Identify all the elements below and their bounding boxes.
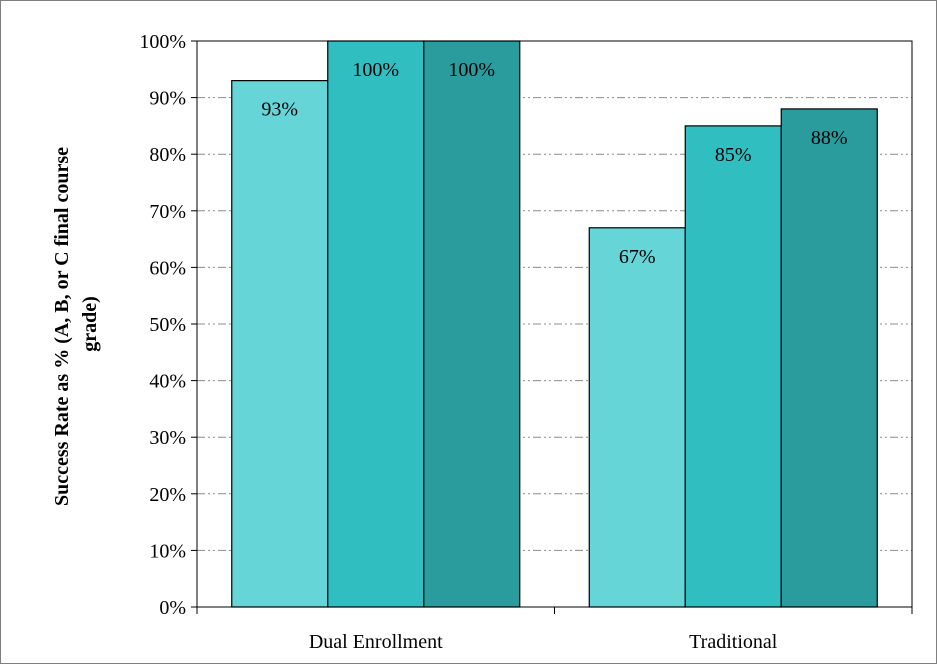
data-label-1-1: 85% (715, 144, 752, 166)
bar-1-2 (780, 108, 878, 608)
y-tick-label-9: 90% (149, 88, 186, 110)
bar-0-0 (231, 80, 329, 608)
y-tick-label-2: 20% (149, 484, 186, 506)
y-axis-title-line-2: grade) (79, 296, 101, 352)
y-tick-label-0: 0% (159, 597, 186, 619)
data-label-0-1: 100% (352, 59, 399, 81)
y-tick-label-1: 10% (149, 540, 186, 562)
bar-1-0 (588, 227, 686, 608)
data-label-1-0: 67% (619, 246, 656, 268)
bar-1-1 (684, 125, 782, 608)
bar-0-2 (423, 40, 521, 608)
y-tick-label-4: 40% (149, 371, 186, 393)
data-label-0-0: 93% (261, 99, 298, 121)
y-tick-label-6: 60% (149, 257, 186, 279)
data-labels: 93% 100% 100% 67% 85% 88% (261, 59, 847, 268)
data-label-0-2: 100% (448, 59, 495, 81)
y-tick-label-10: 100% (139, 31, 186, 53)
y-tick-label-3: 30% (149, 427, 186, 449)
data-label-1-2: 88% (811, 127, 848, 149)
y-tick-label-7: 70% (149, 201, 186, 223)
y-axis-title-line-1: Success Rate as % (A, B, or C final cour… (51, 147, 73, 506)
axes: Dual Enrollment Traditional 0% 10% 20% 30% 40%… (139, 31, 913, 653)
category-label-1: Traditional (689, 631, 778, 653)
y-axis-title: Success Rate as % (A, B, or C final cour… (51, 142, 101, 506)
y-tick-label-5: 50% (149, 314, 186, 336)
bar-0-1 (327, 40, 425, 608)
category-label-0: Dual Enrollment (309, 631, 443, 653)
y-tick-label-8: 80% (149, 144, 186, 166)
